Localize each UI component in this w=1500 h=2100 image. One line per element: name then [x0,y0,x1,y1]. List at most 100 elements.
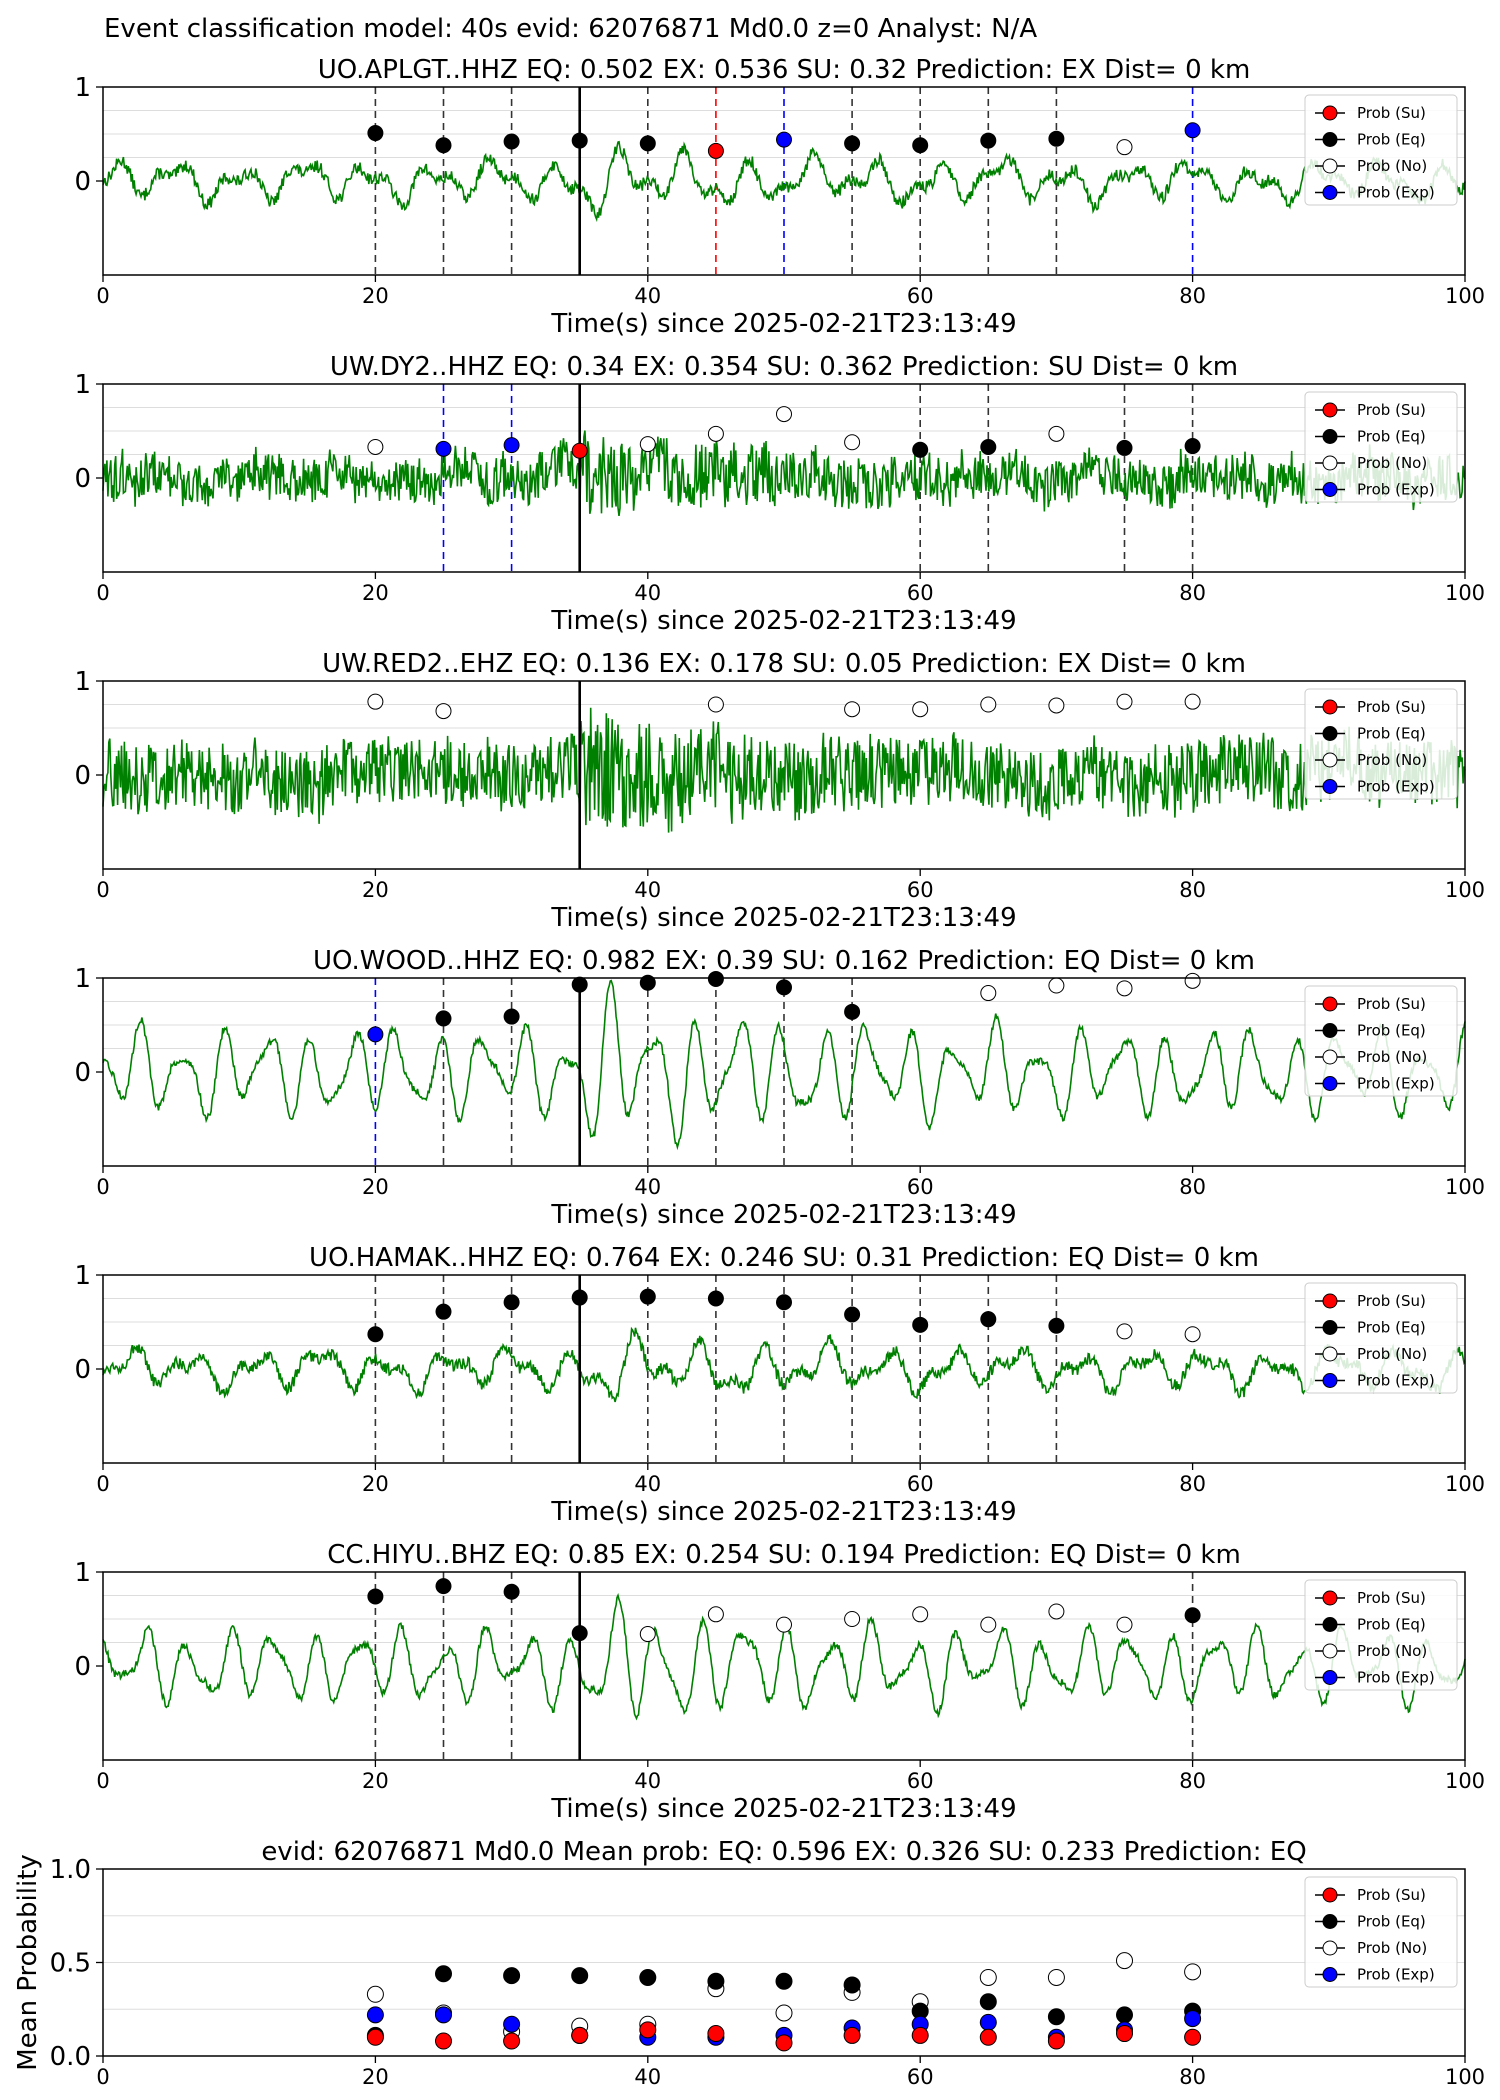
x-axis-label: Time(s) since 2025-02-21T23:13:49 [550,606,1016,636]
x-tick-label: 80 [1179,1175,1206,1199]
mean-prob-point-no [366,1985,384,2003]
legend-label-exp: Prob (Exp) [1357,184,1435,202]
prob-point-eq [639,135,656,152]
legend-marker-no [1322,1346,1338,1362]
prob-point-no [776,1616,792,1633]
mean-prob-point-eq [1116,2006,1133,2024]
y-tick-label: 1 [74,1261,91,1291]
prob-point-no [639,436,656,453]
prob-point-eq [503,1294,520,1311]
legend-label-su: Prob (Su) [1357,401,1426,419]
prob-point-eq [980,132,997,149]
x-tick-label: 40 [634,284,661,308]
mean-prob-point-su [1184,2028,1202,2046]
prob-point-eq [503,133,520,150]
mean-prob-point-su [707,2025,725,2043]
x-tick-label: 80 [1179,1472,1206,1496]
prob-point-eq [707,1290,724,1307]
panel-title: UO.HAMAK..HHZ EQ: 0.764 EX: 0.246 SU: 0.… [309,1243,1259,1273]
legend-marker-exp [1322,1967,1338,1982]
mean-prob-point-exp [435,2006,452,2024]
mean-prob-point-no [1047,1968,1065,1986]
figure-suptitle: Event classification model: 40s evid: 62… [104,14,1037,44]
prob-point-no [707,696,724,713]
x-tick-label: 20 [362,1769,389,1793]
legend-marker-no [1322,1049,1338,1065]
prob-point-exp [435,440,452,457]
axes-frame [102,1571,1466,1761]
legend-marker-exp [1322,1373,1338,1388]
y-tick-label: 0.0 [50,2042,91,2072]
x-tick-label: 20 [362,878,389,902]
legend-marker-su [1322,996,1338,1012]
legend-label-su: Prob (Su) [1357,1886,1426,1904]
waveform-trace [102,979,1466,1151]
prob-point-no [1184,972,1201,989]
legend-label-eq: Prob (Eq) [1357,1022,1426,1040]
prob-point-no [1116,980,1133,997]
mean-prob-point-eq [843,1976,861,1994]
x-tick-label: 0 [96,2065,109,2089]
mean-prob-point-su [979,2028,997,2046]
legend-marker-exp [1322,482,1338,497]
legend-label-no: Prob (No) [1357,1048,1427,1066]
legend-marker-eq [1322,1617,1338,1632]
legend-marker-exp [1322,1670,1338,1685]
prob-point-eq [776,979,792,996]
prob-point-eq [1048,1317,1065,1334]
x-tick-label: 80 [1179,878,1206,902]
mean-prob-point-no [1116,1952,1133,1970]
x-tick-label: 0 [96,1769,109,1793]
legend-marker-eq [1322,429,1338,444]
legend-box [1304,688,1458,800]
mean-prob-point-su [639,2021,657,2039]
x-tick-label: 40 [634,581,661,605]
x-axis-label: Time(s) since 2025-02-21T23:13:49 [550,309,1016,339]
panel-1: UO.APLGT..HHZ EQ: 0.502 EX: 0.536 SU: 0.… [74,55,1485,339]
panel-7: evid: 62076871 Md0.0 Mean prob: EQ: 0.59… [13,1837,1485,2089]
prob-point-exp [776,131,792,148]
y-tick-label: 0 [74,1058,91,1088]
mean-prob-point-eq [707,1972,725,1990]
waveform-trace [102,140,1466,223]
mean-prob-point-su [1116,2025,1133,2043]
prob-point-eq [571,1289,588,1306]
legend-marker-eq [1322,1914,1338,1929]
legend-label-su: Prob (Su) [1357,995,1426,1013]
y-tick-label: 1 [74,370,91,400]
prob-point-eq [844,1306,861,1323]
x-axis-label: Time(s) since 2025-02-21T23:13:49 [550,1497,1016,1527]
x-tick-label: 60 [907,1769,934,1793]
prob-point-no [980,696,997,713]
x-tick-label: 60 [907,878,934,902]
x-tick-label: 40 [634,1769,661,1793]
legend-label-eq: Prob (Eq) [1357,131,1426,149]
mean-prob-point-no [979,1968,997,1986]
mean-prob-point-su [1047,2032,1065,2050]
prob-point-no [367,693,384,710]
x-tick-label: 80 [1179,581,1206,605]
prob-point-eq [435,1010,452,1027]
x-tick-label: 20 [362,581,389,605]
prob-point-no [707,425,724,442]
waveform-trace [102,707,1466,833]
legend-marker-su [1322,1887,1338,1903]
legend-label-exp: Prob (Exp) [1357,481,1435,499]
x-tick-label: 0 [96,878,109,902]
prob-point-eq [707,970,724,987]
mean-prob-point-su [571,2026,589,2044]
x-tick-label: 100 [1445,1472,1485,1496]
legend-label-su: Prob (Su) [1357,698,1426,716]
mean-prob-point-su [503,2032,521,2050]
prob-point-no [1116,139,1133,156]
legend-marker-no [1322,158,1338,174]
prob-point-eq [367,1588,384,1605]
mean-prob-point-su [366,2028,384,2046]
mean-prob-point-eq [571,1967,589,1985]
legend-label-exp: Prob (Exp) [1357,1372,1435,1390]
x-tick-label: 0 [96,284,109,308]
legend-label-eq: Prob (Eq) [1357,725,1426,743]
prob-point-eq [912,1316,929,1333]
prob-point-no [1048,697,1065,714]
prob-point-eq [1184,1607,1201,1624]
